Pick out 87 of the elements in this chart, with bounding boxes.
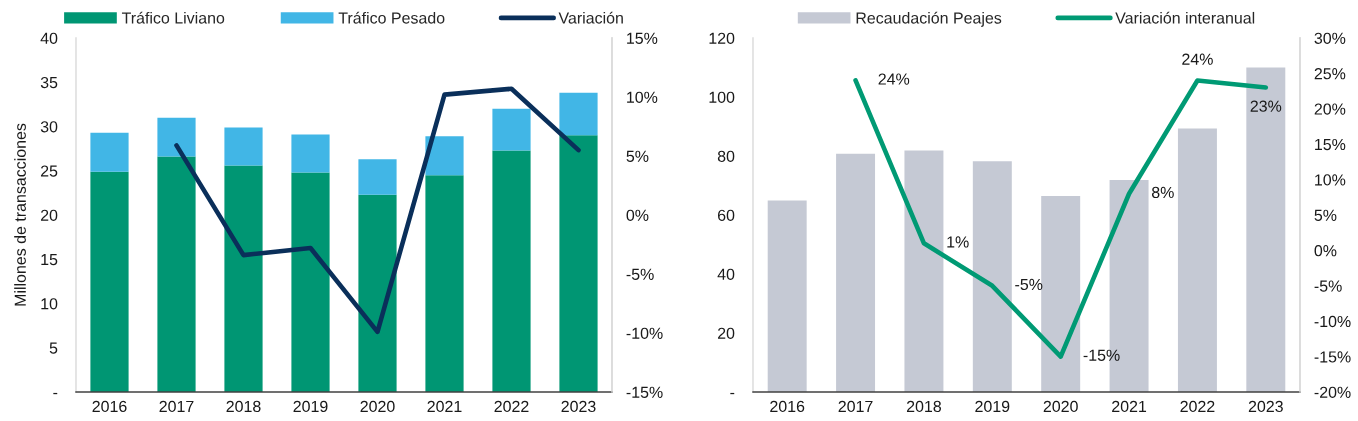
- legend-label: Recaudación Peajes: [856, 11, 1002, 27]
- legend-label: Tráfico Liviano: [121, 11, 225, 24]
- bar: [90, 132, 129, 172]
- data-label: 23%: [1250, 100, 1282, 112]
- bar: [492, 150, 531, 392]
- bar: [904, 150, 944, 392]
- y2-tick-label: 15%: [627, 32, 658, 44]
- y2-tick-label: 10%: [627, 91, 658, 103]
- y-tick-label: 30: [40, 121, 58, 133]
- bar: [291, 134, 330, 173]
- y-tick-label: 15: [41, 254, 58, 266]
- data-label: -15%: [1083, 349, 1120, 361]
- legend-label: Variación interanual: [1115, 11, 1255, 24]
- y2-tick-label: 20%: [1314, 103, 1346, 115]
- x-tick-label: 2019: [975, 400, 1010, 413]
- y-tick-label: 5: [49, 342, 58, 354]
- line-series: [174, 86, 581, 335]
- x-tick-label: 2018: [906, 400, 942, 413]
- x-tick-label: 2023: [561, 400, 596, 413]
- bar: [291, 172, 330, 392]
- bar: [1177, 128, 1217, 392]
- bar: [90, 171, 129, 392]
- bar: [224, 127, 263, 166]
- x-tick-label: 2016: [92, 400, 127, 413]
- y2-tick-label: -10%: [626, 327, 663, 339]
- bar: [157, 156, 196, 392]
- x-tick-label: 2018: [226, 400, 261, 413]
- bar: [425, 175, 464, 392]
- y-tick-label: 100: [709, 91, 735, 103]
- y-tick-label: 120: [709, 32, 735, 44]
- x-tick-label: 2022: [1180, 400, 1215, 413]
- bar: [157, 117, 196, 157]
- bar: [836, 153, 876, 392]
- y2-tick-label: -10%: [1314, 315, 1351, 328]
- y-tick-label: 10: [41, 298, 58, 310]
- bar: [1246, 67, 1286, 392]
- x-tick-label: 2017: [838, 400, 873, 413]
- bar: [358, 194, 397, 392]
- y2-tick-label: 10%: [1315, 174, 1346, 186]
- bar: [1041, 196, 1081, 392]
- y2-tick-label: 15%: [1315, 138, 1346, 151]
- bar: [425, 136, 464, 176]
- y2-tick-label: -5%: [626, 268, 654, 280]
- data-label: 24%: [878, 73, 910, 85]
- data-label: -5%: [1015, 278, 1043, 291]
- x-tick-label: 2020: [1043, 400, 1078, 413]
- y-tick-label: 25: [40, 165, 58, 177]
- y-tick-label: -: [730, 392, 735, 395]
- legend-label: Variación: [558, 11, 623, 24]
- y2-tick-label: 0%: [1314, 245, 1337, 257]
- bar: [972, 161, 1012, 392]
- bar: [492, 108, 531, 151]
- y-tick-label: 20: [40, 209, 58, 221]
- bar: [767, 200, 807, 392]
- data-label: 8%: [1151, 186, 1174, 199]
- x-tick-label: 2019: [293, 400, 328, 413]
- x-tick-label: 2017: [159, 400, 194, 413]
- y2-tick-label: 30%: [1314, 32, 1346, 44]
- x-tick-label: 2016: [770, 400, 805, 413]
- y2-tick-label: -5%: [1314, 280, 1342, 292]
- y2-tick-label: -15%: [626, 386, 663, 398]
- bar: [559, 92, 598, 136]
- legend-label: Tráfico Pesado: [338, 11, 445, 24]
- y2-tick-label: -15%: [1314, 351, 1351, 363]
- bar: [358, 159, 397, 195]
- bar: [559, 135, 598, 392]
- y2-tick-label: -20%: [1314, 386, 1351, 398]
- x-tick-label: 2023: [1248, 400, 1283, 413]
- x-tick-label: 2021: [427, 400, 462, 413]
- y-tick-label: 80: [717, 150, 735, 162]
- y-tick-label: 40: [40, 32, 58, 44]
- y-tick-label: 20: [717, 327, 735, 339]
- y2-tick-label: 0%: [626, 209, 649, 221]
- y2-tick-label: 5%: [1314, 209, 1337, 221]
- data-label: 1%: [947, 236, 969, 248]
- x-tick-label: 2020: [360, 400, 395, 413]
- data-label: 24%: [1182, 53, 1213, 65]
- x-tick-label: 2021: [1112, 400, 1147, 413]
- y2-tick-label: 5%: [626, 150, 649, 162]
- y-tick-label: 35: [40, 76, 58, 89]
- y2-tick-label: 25%: [1314, 68, 1346, 80]
- y-tick-label: 40: [717, 268, 735, 280]
- x-tick-label: 2022: [494, 400, 529, 413]
- y-tick-label: -: [53, 392, 58, 395]
- bar: [224, 165, 263, 392]
- y-tick-label: 60: [717, 209, 735, 221]
- y-axis-title: Millones de transacciones: [14, 123, 26, 306]
